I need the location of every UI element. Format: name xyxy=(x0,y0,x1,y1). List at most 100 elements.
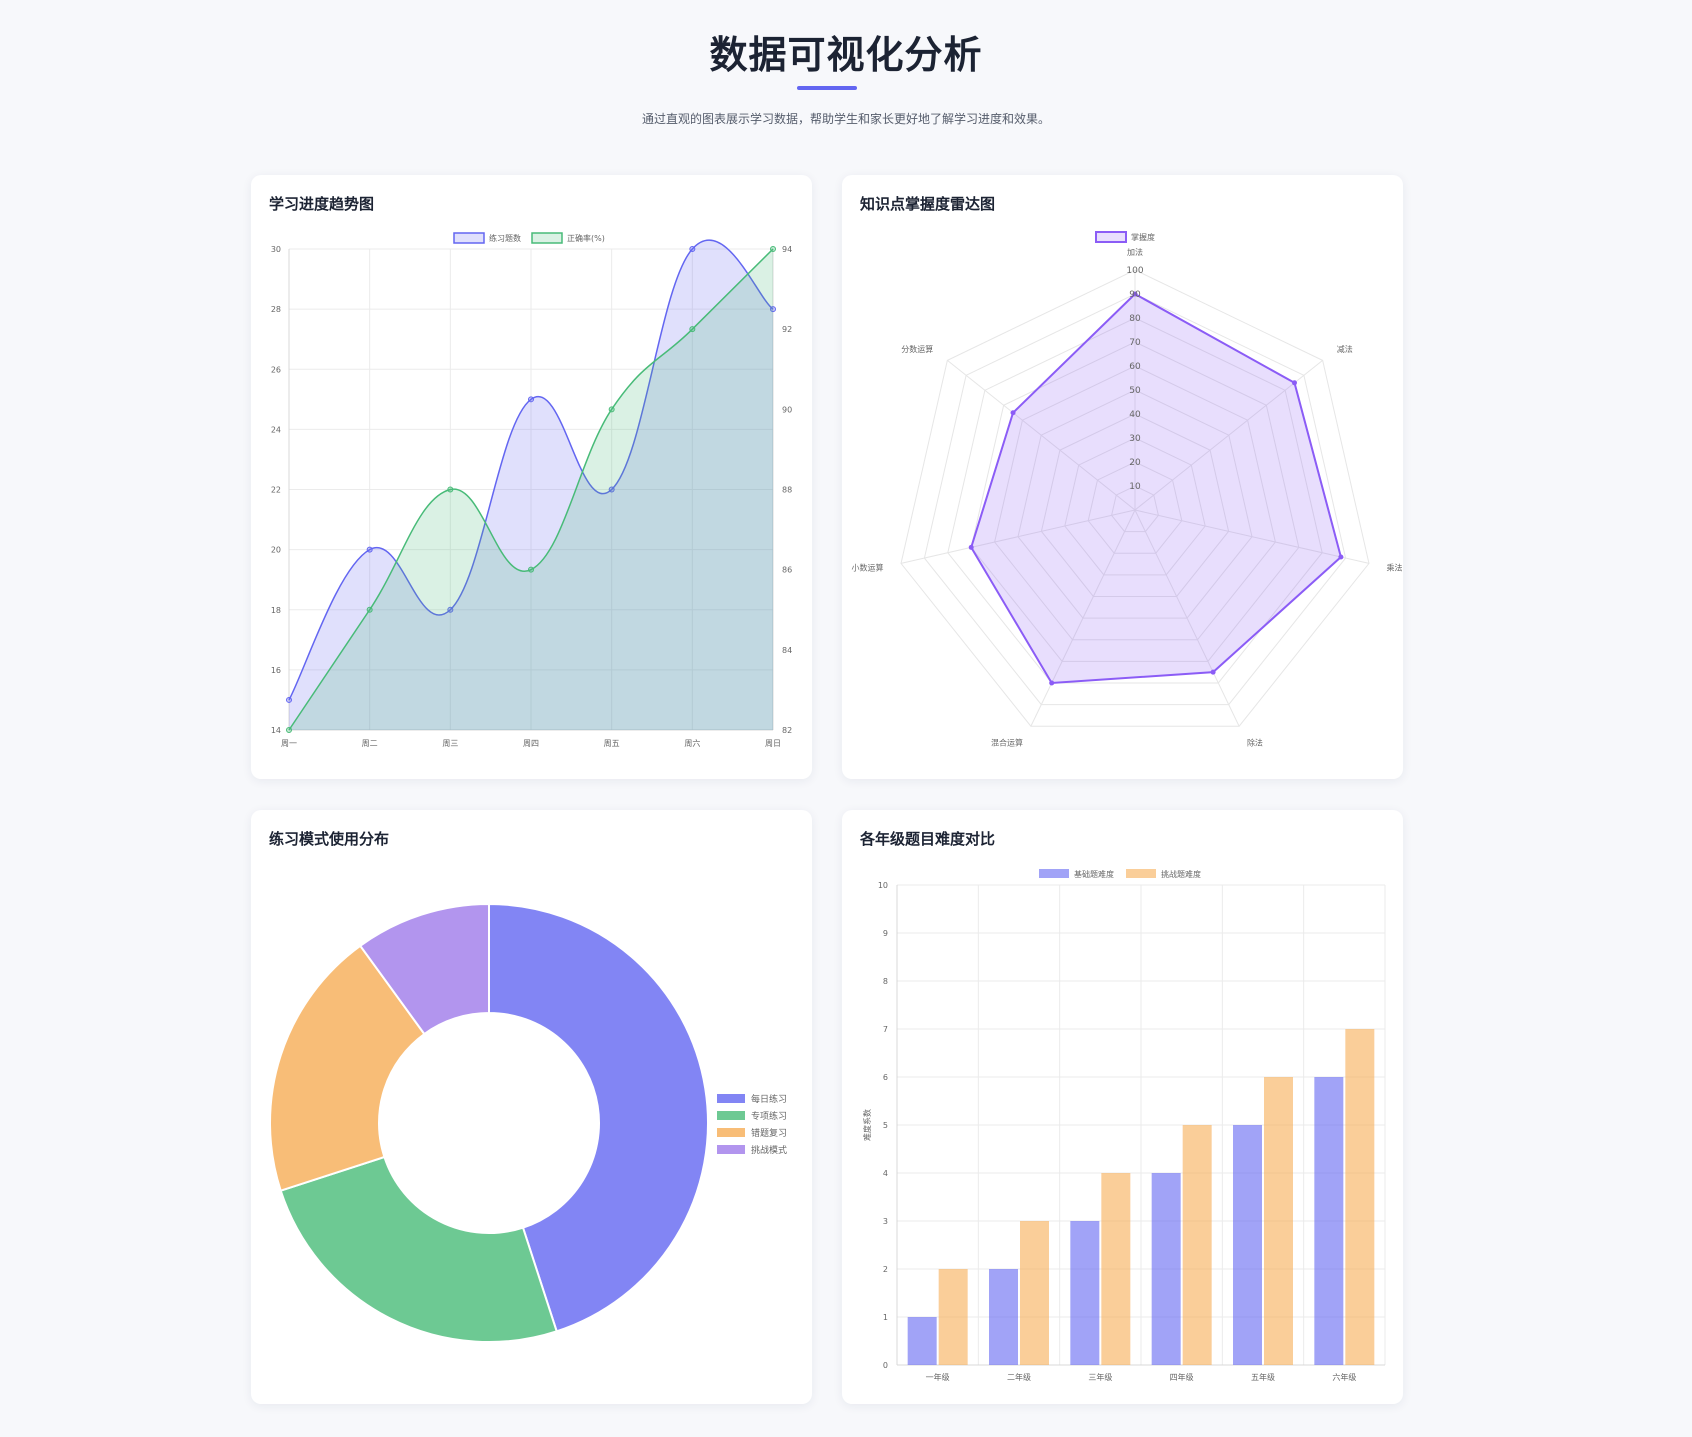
page-title: 数据可视化分析 xyxy=(709,33,983,77)
legend-label: 基础题难度 xyxy=(1074,869,1114,879)
radar-tick: 60 xyxy=(1129,362,1141,372)
y-right-tick: 92 xyxy=(782,325,792,334)
y-tick-label: 1 xyxy=(883,1313,888,1322)
bar xyxy=(1182,1125,1212,1365)
radar-area xyxy=(970,292,1343,685)
legend-label: 挑战题难度 xyxy=(1161,869,1201,879)
y-right-tick: 88 xyxy=(782,486,792,495)
data-point xyxy=(689,326,696,333)
y-tick-label: 8 xyxy=(883,977,888,986)
bar xyxy=(1264,1077,1293,1365)
data-point xyxy=(447,606,454,613)
radar-tick: 50 xyxy=(1129,386,1141,396)
radar-axis-label: 分数运算 xyxy=(901,344,933,354)
data-point xyxy=(770,306,776,313)
y-tick-label: 2 xyxy=(883,1265,888,1274)
radar-chart-card: 知识点掌握度雷达图 10 20 30 40 50 60 70 80 90 100 加法 减法 乘法 除法 混… xyxy=(842,175,1403,779)
radar-tick: 100 xyxy=(1126,266,1143,276)
radar-ring xyxy=(923,293,1347,706)
radar-spoke xyxy=(1134,509,1240,727)
y-right-tick: 90 xyxy=(782,405,792,414)
doughnut-chart-title: 练习模式使用分布 xyxy=(269,830,390,848)
y-left-tick: 26 xyxy=(271,365,281,374)
x-tick-label: 周三 xyxy=(442,739,458,748)
bar xyxy=(1151,1173,1181,1365)
radar-point xyxy=(1132,291,1138,297)
radar-ring xyxy=(970,341,1300,662)
data-point xyxy=(366,546,373,553)
legend-label: 错题复习 xyxy=(751,1127,787,1139)
legend-swatch xyxy=(717,1145,745,1154)
legend-swatch xyxy=(453,232,485,244)
x-tick-label: 二年级 xyxy=(1007,1372,1031,1382)
radar-point xyxy=(968,544,974,550)
bar xyxy=(1345,1029,1375,1365)
series-area xyxy=(289,249,773,730)
data-point xyxy=(447,486,454,493)
bar xyxy=(1233,1125,1262,1365)
radar-axis-label: 加法 xyxy=(1127,247,1143,257)
radar-tick: 20 xyxy=(1129,458,1141,468)
x-tick-label: 周一 xyxy=(281,739,297,748)
legend-label: 专项练习 xyxy=(751,1110,787,1122)
page-subtitle: 通过直观的图表展示学习数据，帮助学生和家长更好地了解学习进度和效果。 xyxy=(641,112,1050,126)
radar-point xyxy=(1338,554,1344,560)
x-tick-label: 周五 xyxy=(604,739,620,748)
difficulty-bar-chart[interactable]: 0 1 2 3 4 5 6 7 8 9 10 一年级 二年级 三年级 四年级 五年级 六年级 难度系数 基础题难度 挑… xyxy=(842,810,1403,1404)
y-left-tick: 22 xyxy=(271,486,281,495)
bar xyxy=(1070,1221,1100,1365)
radar-ring xyxy=(1064,437,1206,576)
legend-swatch xyxy=(717,1128,745,1137)
x-tick-label: 五年级 xyxy=(1251,1372,1275,1382)
y-left-tick: 14 xyxy=(271,726,281,735)
bar-grid xyxy=(896,884,1386,1366)
y-left-tick: 16 xyxy=(271,666,281,675)
bar xyxy=(1101,1173,1131,1365)
legend-label: 挑战模式 xyxy=(751,1144,787,1156)
doughnut-slice xyxy=(358,902,490,1036)
radar-ring xyxy=(1111,485,1159,533)
y-right-tick: 94 xyxy=(782,245,792,254)
radar-ring xyxy=(947,317,1323,684)
radar-spoke xyxy=(1134,359,1323,511)
radar-ring xyxy=(900,269,1370,727)
radar-axis-label: 混合运算 xyxy=(991,737,1023,747)
x-tick-label: 一年级 xyxy=(926,1372,950,1382)
radar-axis-label: 乘法 xyxy=(1387,562,1403,572)
radar-point xyxy=(1010,410,1016,416)
y-right-tick: 82 xyxy=(782,726,792,735)
radar-point xyxy=(1210,669,1216,675)
data-point xyxy=(528,566,534,573)
radar-spoke xyxy=(1030,509,1136,727)
doughnut-slice xyxy=(488,902,709,1333)
x-tick-label: 四年级 xyxy=(1170,1372,1194,1382)
y-tick-label: 6 xyxy=(883,1073,888,1082)
doughnut-slice xyxy=(279,1155,558,1343)
radar-spoke xyxy=(1134,509,1370,564)
radar-tick: 70 xyxy=(1129,338,1141,348)
y-tick-label: 0 xyxy=(883,1361,888,1370)
legend-label: 每日练习 xyxy=(751,1093,787,1105)
x-tick-label: 周六 xyxy=(684,738,700,748)
data-point xyxy=(689,246,696,252)
radar-ring xyxy=(1017,389,1253,619)
radar-point xyxy=(1291,380,1297,386)
radar-tick: 80 xyxy=(1129,314,1141,324)
bar-chart-card: 各年级题目难度对比 0 1 2 3 4 5 6 7 8 9 10 一年级 二年级 三年级 四年级 五年级 六年级… xyxy=(842,810,1403,1404)
data-point xyxy=(608,406,615,413)
doughnut-slice xyxy=(269,944,426,1192)
legend-label: 正确率(%) xyxy=(567,233,605,243)
y-tick-label: 9 xyxy=(883,929,888,938)
y-left-tick: 20 xyxy=(271,546,281,555)
trend-line-chart[interactable]: 14 16 18 20 22 24 26 28 30 82 84 86 88 90 92 94 周一 周二 周三 周四… xyxy=(251,175,812,779)
trend-chart-title: 学习进度趋势图 xyxy=(269,195,375,213)
legend-swatch xyxy=(1095,231,1127,243)
data-point xyxy=(528,396,534,403)
bar xyxy=(989,1269,1018,1365)
radar-ring xyxy=(1087,461,1183,554)
bar xyxy=(907,1317,937,1365)
y-left-tick: 28 xyxy=(271,305,281,314)
y-right-tick: 86 xyxy=(782,566,792,575)
